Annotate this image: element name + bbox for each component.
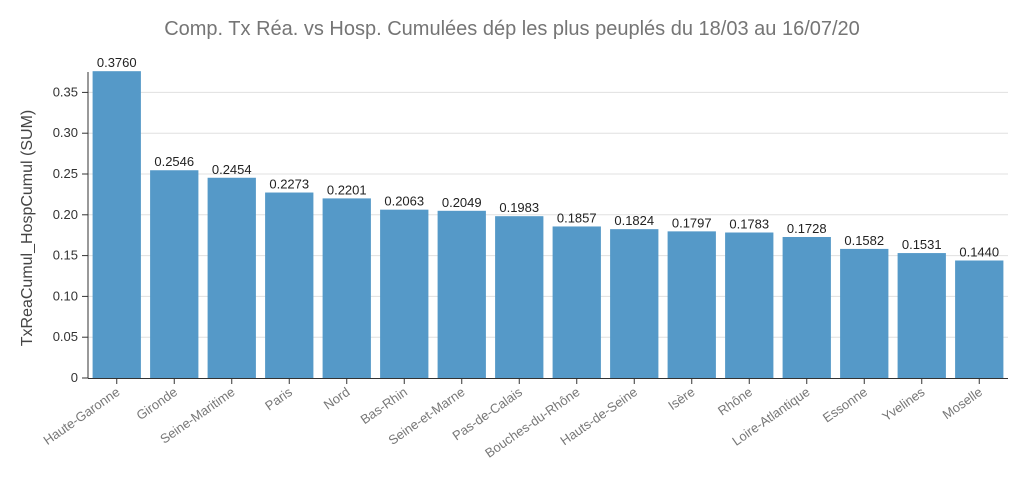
bar[interactable] bbox=[840, 248, 889, 378]
y-tick-label: 0.10 bbox=[53, 288, 78, 303]
data-label: 0.1857 bbox=[557, 210, 597, 225]
x-tick-label: Isère bbox=[665, 384, 697, 413]
bar[interactable] bbox=[610, 229, 659, 378]
x-tick-label: Haute-Garonne bbox=[40, 384, 122, 448]
data-label: 0.1783 bbox=[729, 217, 769, 232]
data-label: 0.3760 bbox=[97, 55, 137, 70]
data-label: 0.2273 bbox=[269, 177, 309, 192]
x-tick-label: Rhône bbox=[715, 384, 755, 418]
bar[interactable] bbox=[955, 260, 1004, 378]
y-tick-label: 0.20 bbox=[53, 207, 78, 222]
bar[interactable] bbox=[437, 210, 486, 378]
x-tick-label: Bouches-du-Rhône bbox=[482, 384, 582, 461]
bar[interactable] bbox=[322, 198, 371, 378]
chart-title: Comp. Tx Réa. vs Hosp. Cumulées dép les … bbox=[164, 18, 860, 40]
data-label: 0.1824 bbox=[614, 213, 654, 228]
data-label: 0.1797 bbox=[672, 215, 712, 230]
data-label: 0.1531 bbox=[902, 237, 942, 252]
bar[interactable] bbox=[725, 232, 774, 378]
bar[interactable] bbox=[782, 236, 831, 378]
bar[interactable] bbox=[92, 71, 141, 379]
y-tick-label: 0.15 bbox=[53, 248, 78, 263]
data-label: 0.1983 bbox=[499, 200, 539, 215]
bar[interactable] bbox=[667, 231, 716, 378]
bar[interactable] bbox=[897, 253, 946, 378]
bar[interactable] bbox=[552, 226, 601, 378]
y-tick-label: 0.25 bbox=[53, 166, 78, 181]
bar[interactable] bbox=[150, 170, 199, 378]
y-axis-label: TxReaCumul_HospCumul (SUM) bbox=[19, 110, 36, 347]
data-label: 0.2454 bbox=[212, 162, 252, 177]
data-label: 0.2049 bbox=[442, 195, 482, 210]
x-tick-label: Bas-Rhin bbox=[358, 384, 410, 427]
x-tick-label: Essonne bbox=[820, 384, 870, 425]
bar[interactable] bbox=[265, 192, 314, 378]
data-labels: 0.3760 0.2546 0.2454 0.2273 0.2201 0.2063 0.20… bbox=[97, 55, 999, 259]
data-label: 0.1728 bbox=[787, 221, 827, 236]
data-label: 0.2546 bbox=[154, 154, 194, 169]
bars bbox=[92, 71, 1004, 379]
x-tick-label: Moselle bbox=[940, 384, 985, 422]
x-tick-label: Paris bbox=[262, 384, 295, 414]
data-label: 0.2063 bbox=[384, 194, 424, 209]
data-label: 0.2201 bbox=[327, 182, 367, 197]
bar[interactable] bbox=[380, 209, 429, 378]
bar[interactable] bbox=[207, 177, 256, 378]
y-tick-label: 0.35 bbox=[53, 84, 78, 99]
y-tick-label: 0.30 bbox=[53, 125, 78, 140]
x-tick-label: Gironde bbox=[133, 384, 179, 423]
bar[interactable] bbox=[495, 216, 544, 378]
x-tick-label: Yvelines bbox=[879, 384, 928, 424]
y-tick-label: 0 bbox=[71, 370, 78, 385]
data-label: 0.1440 bbox=[959, 244, 999, 259]
y-tick-label: 0.05 bbox=[53, 329, 78, 344]
data-label: 0.1582 bbox=[844, 233, 884, 248]
x-tick-label: Nord bbox=[321, 384, 353, 412]
